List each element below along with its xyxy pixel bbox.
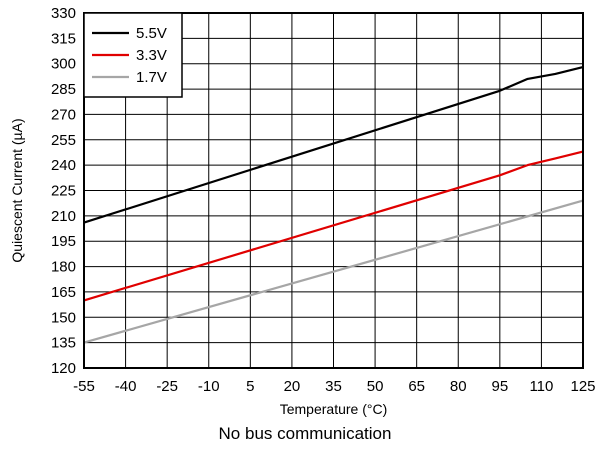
plot-frame — [83, 12, 584, 369]
y-axis-title: Quiescent Current (µA) — [9, 118, 25, 262]
x-tick-label: 50 — [367, 378, 384, 395]
x-axis-title: Temperature (°C) — [280, 401, 388, 417]
y-tick-label: 135 — [51, 335, 76, 352]
x-axis-tick-labels: -55 -40 -25 -10 5 20 35 50 65 80 95 110 125 — [73, 378, 595, 395]
y-tick-label: 180 — [51, 259, 76, 276]
chart-caption: No bus communication — [218, 424, 392, 443]
y-tick-label: 270 — [51, 106, 76, 123]
quiescent-current-chart: 330 315 300 285 270 255 240 225 210 195 180 165 150 1… — [9, 5, 596, 417]
x-tick-label: 5 — [246, 378, 254, 395]
y-tick-label: 315 — [51, 30, 76, 47]
x-tick-label: 20 — [284, 378, 301, 395]
legend-label-3-3v: 3.3V — [136, 47, 167, 64]
y-tick-label: 255 — [51, 132, 76, 149]
x-tick-label: -55 — [73, 378, 95, 395]
x-tick-label: 110 — [529, 378, 553, 395]
y-tick-label: 210 — [51, 208, 76, 225]
y-tick-label: 150 — [51, 309, 76, 326]
legend-label-1-7v: 1.7V — [136, 69, 167, 86]
x-tick-label: -10 — [198, 378, 220, 395]
x-tick-label: -40 — [115, 378, 137, 395]
x-tick-label: 35 — [325, 378, 342, 395]
x-tick-label: 65 — [408, 378, 425, 395]
series-line-3-3v — [83, 150, 584, 302]
x-tick-label: 125 — [570, 378, 595, 395]
legend-label-5-5v: 5.5V — [136, 25, 167, 42]
y-tick-label: 285 — [51, 81, 76, 98]
y-tick-label: 225 — [51, 183, 76, 200]
x-tick-label: 95 — [491, 378, 508, 395]
series-line-1-7v — [83, 199, 584, 344]
y-tick-label: 195 — [51, 233, 76, 250]
chart-legend: 5.5V 3.3V 1.7V — [83, 12, 183, 98]
y-axis-tick-labels: 330 315 300 285 270 255 240 225 210 195 180 165 150 1… — [51, 5, 76, 377]
series-line-5-5v — [83, 66, 584, 224]
chart-grid — [83, 12, 584, 369]
x-tick-label: -25 — [156, 378, 178, 395]
y-tick-label: 240 — [51, 157, 76, 174]
y-tick-label: 330 — [51, 5, 76, 22]
x-tick-label: 80 — [450, 378, 467, 395]
chart-series — [83, 66, 584, 344]
y-tick-label: 165 — [51, 284, 76, 301]
y-tick-label: 120 — [51, 360, 76, 377]
y-tick-label: 300 — [51, 56, 76, 73]
